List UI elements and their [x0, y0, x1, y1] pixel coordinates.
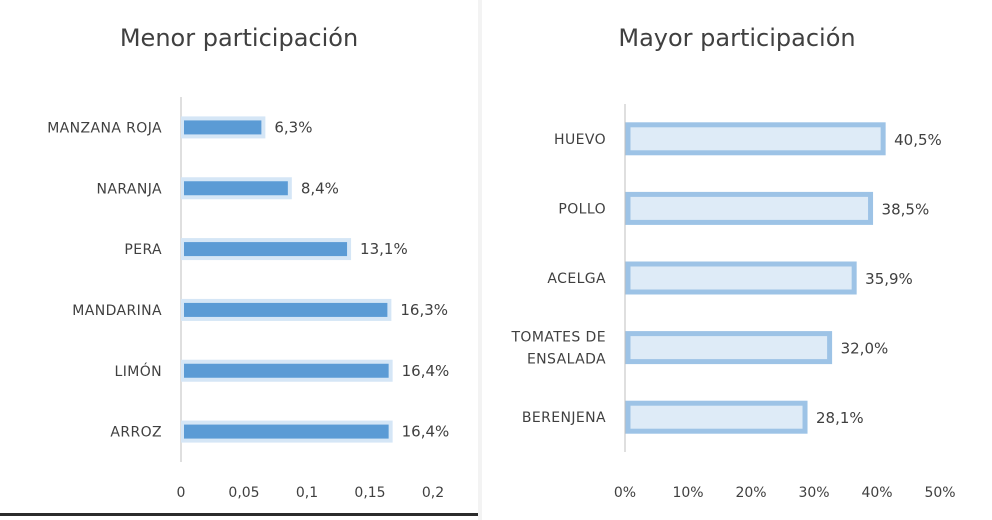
left-bar — [184, 242, 348, 257]
right-x-tick-label: 10% — [672, 485, 703, 501]
right-category-label-line: HUEVO — [554, 132, 606, 148]
right-x-tick-label: 20% — [735, 485, 766, 501]
left-chart-panel: Menor participación MANZANA ROJA 6,3% NARA… — [0, 0, 478, 516]
left-bar-chart: MANZANA ROJA 6,3% NARANJA 8,4% PERA 13,1% MAND… — [47, 97, 450, 501]
right-x-tick-label: 30% — [798, 485, 829, 501]
left-bar — [184, 302, 388, 317]
left-x-tick-label: 0,1 — [296, 485, 318, 501]
right-data-label: 28,1% — [816, 409, 864, 427]
right-chart-title: Mayor participación — [618, 24, 856, 52]
left-category-label: MANZANA ROJA — [47, 120, 162, 136]
right-category-label: HUEVO — [554, 132, 606, 148]
right-bar — [625, 191, 874, 225]
panel-divider — [478, 0, 482, 520]
right-category-label-line: ACELGA — [547, 271, 606, 287]
left-data-label: 6,3% — [274, 118, 312, 136]
right-chart-panel: Mayor participación HUEVO 40,5% POLLO 38,5%… — [482, 0, 992, 520]
left-x-tick-label: 0,05 — [228, 485, 259, 501]
right-bar-chart: HUEVO 40,5% POLLO 38,5% ACELGA 35,9% TOMATES D… — [510, 104, 956, 501]
right-category-label: TOMATES DE ENSALADA — [510, 330, 606, 368]
right-category-label-line: ENSALADA — [527, 352, 606, 368]
left-data-label: 16,4% — [402, 362, 450, 380]
right-bar — [625, 122, 886, 156]
right-category-label: POLLO — [558, 201, 606, 217]
right-x-tick-label: 50% — [924, 485, 955, 501]
left-category-label: NARANJA — [96, 181, 162, 197]
right-data-label: 32,0% — [841, 340, 889, 358]
right-category-label-line: POLLO — [558, 201, 606, 217]
left-x-tick-label: 0,15 — [354, 485, 385, 501]
right-data-label: 40,5% — [894, 131, 942, 149]
left-bar — [184, 363, 389, 378]
right-bar — [625, 400, 808, 434]
right-category-label: BERENJENA — [522, 410, 606, 426]
right-data-label: 35,9% — [865, 270, 913, 288]
left-x-tick-label: 0,2 — [422, 485, 444, 501]
left-data-label: 16,3% — [400, 301, 448, 319]
left-category-label: ARROZ — [110, 425, 162, 441]
left-chart-title: Menor participación — [119, 24, 359, 52]
right-category-label-line: BERENJENA — [522, 410, 606, 426]
right-data-label: 38,5% — [882, 200, 930, 218]
right-x-tick-label: 40% — [861, 485, 892, 501]
left-data-label: 8,4% — [301, 179, 339, 197]
left-x-tick-label: 0 — [177, 485, 186, 501]
left-bar — [184, 181, 288, 196]
left-category-label: LIMÓN — [115, 362, 163, 380]
right-x-tick-label: 0% — [614, 485, 636, 501]
right-category-label: ACELGA — [547, 271, 606, 287]
right-bar — [625, 261, 857, 295]
right-category-label-line: TOMATES DE — [510, 330, 606, 346]
left-category-label: MANDARINA — [72, 303, 162, 319]
left-bar — [184, 424, 389, 439]
right-bar — [625, 331, 833, 365]
left-data-label: 16,4% — [402, 423, 450, 441]
left-bar — [184, 120, 262, 135]
left-category-label: PERA — [124, 242, 162, 258]
left-data-label: 13,1% — [360, 240, 408, 258]
